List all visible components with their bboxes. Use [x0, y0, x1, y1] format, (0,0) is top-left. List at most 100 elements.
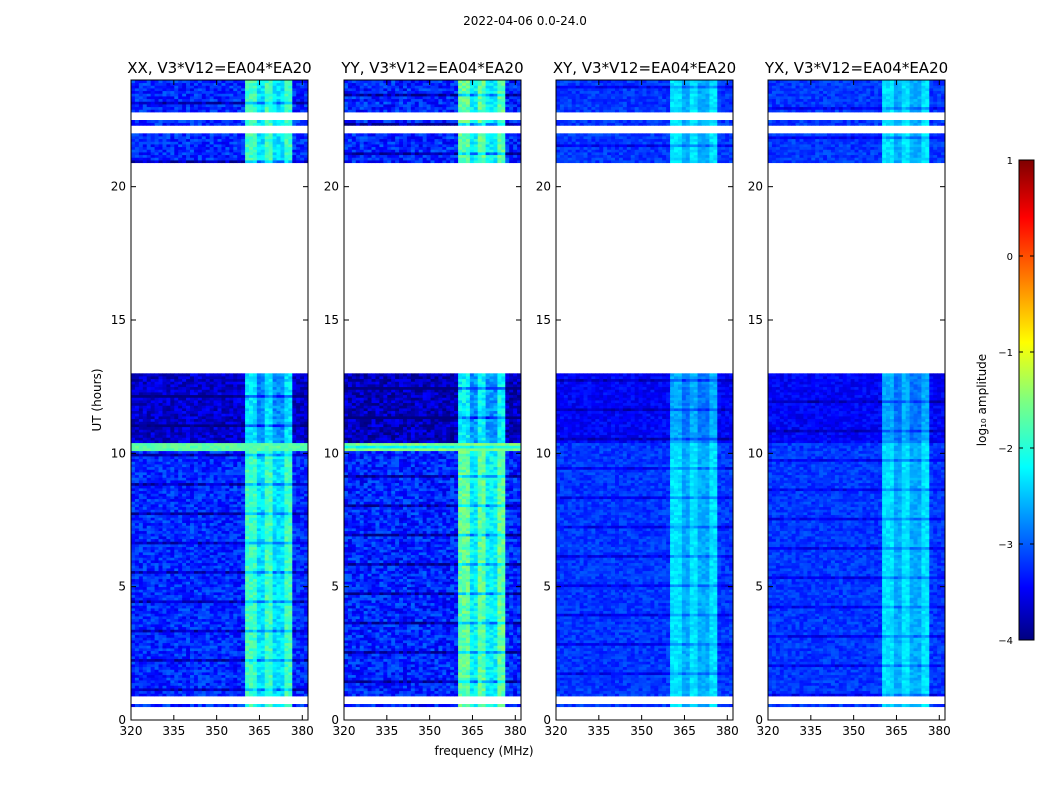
heatmap-cell — [253, 640, 257, 643]
heatmap-cell — [284, 659, 288, 662]
heatmap-cell — [131, 619, 135, 622]
heatmap-cell — [178, 637, 182, 640]
heatmap-cell — [194, 691, 198, 694]
heatmap-cell — [273, 613, 277, 616]
heatmap-cell — [257, 608, 261, 611]
heatmap-cell — [190, 608, 194, 611]
heatmap-cell — [292, 645, 296, 648]
heatmap-cell — [182, 704, 186, 707]
heatmap-cell — [174, 680, 178, 683]
heatmap-cell — [190, 664, 194, 667]
heatmap-cell — [159, 624, 163, 627]
heatmap-cell — [170, 605, 174, 608]
heatmap-cell — [151, 600, 155, 603]
heatmap-cell — [225, 693, 229, 696]
heatmap-cell — [253, 637, 257, 640]
heatmap-cell — [284, 661, 288, 664]
heatmap-cell — [174, 677, 178, 680]
heatmap-cell — [210, 677, 214, 680]
heatmap-cell — [214, 635, 218, 638]
heatmap-cell — [237, 611, 241, 614]
heatmap-cell — [218, 643, 222, 646]
heatmap-cell — [273, 677, 277, 680]
heatmap-cell — [245, 653, 249, 656]
heatmap-cell — [273, 640, 277, 643]
heatmap-cell — [229, 691, 233, 694]
heatmap-cell — [210, 613, 214, 616]
heatmap-cell — [261, 685, 265, 688]
heatmap-cell — [296, 643, 300, 646]
heatmap-cell — [300, 664, 304, 667]
heatmap-cell — [261, 616, 265, 619]
heatmap-cell — [265, 643, 269, 646]
heatmap-cell — [221, 605, 225, 608]
heatmap-cell — [182, 608, 186, 611]
heatmap-cell — [186, 608, 190, 611]
heatmap-cell — [206, 597, 210, 600]
heatmap-cell — [277, 691, 281, 694]
heatmap-cell — [300, 645, 304, 648]
heatmap-cell — [190, 632, 194, 635]
heatmap-cell — [253, 643, 257, 646]
heatmap-cell — [214, 643, 218, 646]
heatmap-cell — [229, 683, 233, 686]
heatmap-cell — [162, 685, 166, 688]
heatmap-cell — [186, 661, 190, 664]
heatmap-cell — [277, 672, 281, 675]
heatmap-cell — [280, 664, 284, 667]
heatmap-cell — [221, 667, 225, 670]
heatmap-cell — [143, 608, 147, 611]
heatmap-cell — [225, 637, 229, 640]
heatmap-cell — [210, 659, 214, 662]
heatmap-cell — [155, 624, 159, 627]
heatmap-cell — [221, 597, 225, 600]
heatmap-cell — [198, 605, 202, 608]
heatmap-cell — [182, 669, 186, 672]
heatmap-cell — [186, 600, 190, 603]
heatmap-cell — [162, 608, 166, 611]
heatmap-cell — [194, 664, 198, 667]
heatmap-cell — [296, 669, 300, 672]
heatmap-cell — [288, 672, 292, 675]
heatmap-cell — [166, 611, 170, 614]
heatmap-cell — [159, 627, 163, 630]
heatmap-cell — [182, 632, 186, 635]
heatmap-cell — [277, 613, 281, 616]
heatmap-cell — [166, 659, 170, 662]
heatmap-cell — [221, 685, 225, 688]
heatmap-cell — [261, 651, 265, 654]
heatmap-cell — [284, 619, 288, 622]
heatmap-cell — [214, 653, 218, 656]
heatmap-cell — [218, 613, 222, 616]
heatmap-cell — [273, 611, 277, 614]
heatmap-cell — [131, 605, 135, 608]
heatmap-cell — [261, 635, 265, 638]
heatmap-cell — [202, 603, 206, 606]
heatmap-cell — [292, 664, 296, 667]
heatmap-cell — [296, 648, 300, 651]
heatmap-cell — [237, 669, 241, 672]
heatmap-cell — [241, 688, 245, 691]
heatmap-cell — [162, 605, 166, 608]
heatmap-cell — [245, 624, 249, 627]
heatmap-cell — [280, 605, 284, 608]
heatmap-cell — [151, 640, 155, 643]
heatmap-cell — [249, 672, 253, 675]
heatmap-cell — [166, 597, 170, 600]
heatmap-cell — [249, 637, 253, 640]
heatmap-cell — [237, 688, 241, 691]
heatmap-cell — [159, 693, 163, 696]
heatmap-cell — [190, 704, 194, 707]
heatmap-cell — [139, 693, 143, 696]
heatmap-cell — [261, 683, 265, 686]
heatmap-cell — [159, 677, 163, 680]
heatmap-cell — [292, 611, 296, 614]
heatmap-cell — [225, 624, 229, 627]
heatmap-cell — [261, 669, 265, 672]
heatmap-cell — [241, 664, 245, 667]
heatmap-cell — [202, 643, 206, 646]
heatmap-cell — [214, 624, 218, 627]
heatmap-cell — [265, 704, 269, 707]
heatmap-cell — [186, 605, 190, 608]
heatmap-cell — [174, 595, 178, 598]
